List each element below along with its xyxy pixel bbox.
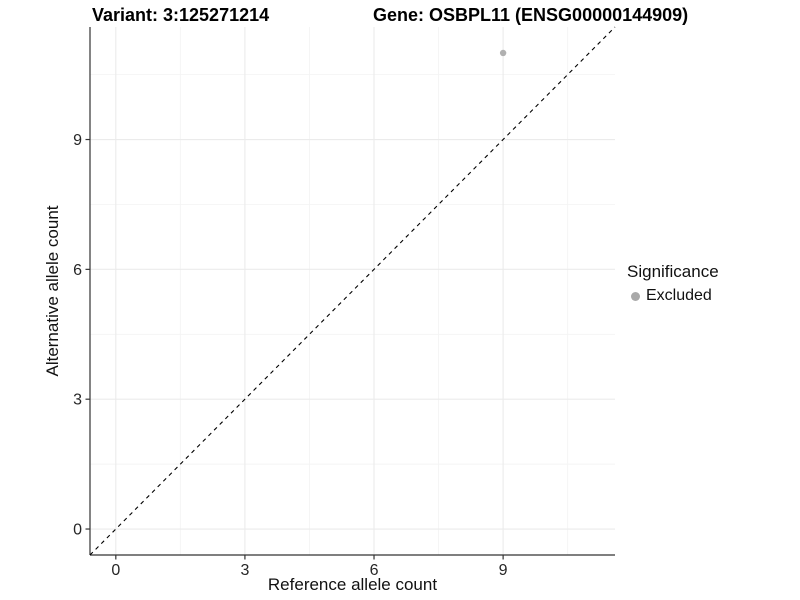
identity-dashed-line xyxy=(89,26,616,556)
excluded-point-icon xyxy=(631,291,640,301)
x-tick-label: 6 xyxy=(370,562,379,579)
y-tick-label: 0 xyxy=(73,522,82,539)
legend: Significance Excluded xyxy=(627,262,719,305)
plot-title-gene: Gene: OSBPL11 (ENSG00000144909) xyxy=(373,5,689,25)
data-points xyxy=(499,49,507,57)
x-axis-label: Reference allele count xyxy=(267,575,438,594)
legend-entry-label: Excluded xyxy=(646,287,712,304)
x-tick-label: 9 xyxy=(499,562,508,579)
y-tick-label: 9 xyxy=(73,132,82,149)
plot-title-variant: Variant: 3:125271214 xyxy=(92,5,270,25)
y-axis-label: Alternative allele count xyxy=(43,205,62,377)
y-tick-label: 6 xyxy=(73,262,82,279)
ticks: 0 3 6 9 0 3 6 9 xyxy=(73,132,508,579)
legend-title: Significance xyxy=(627,262,719,281)
legend-entry-excluded: Excluded xyxy=(627,287,719,305)
axes xyxy=(89,27,615,556)
y-tick-label: 3 xyxy=(73,392,82,409)
gridlines-minor xyxy=(90,27,615,555)
data-point xyxy=(499,49,507,57)
x-tick-label: 3 xyxy=(240,562,249,579)
gridlines-major xyxy=(90,27,615,555)
x-tick-label: 0 xyxy=(111,562,120,579)
